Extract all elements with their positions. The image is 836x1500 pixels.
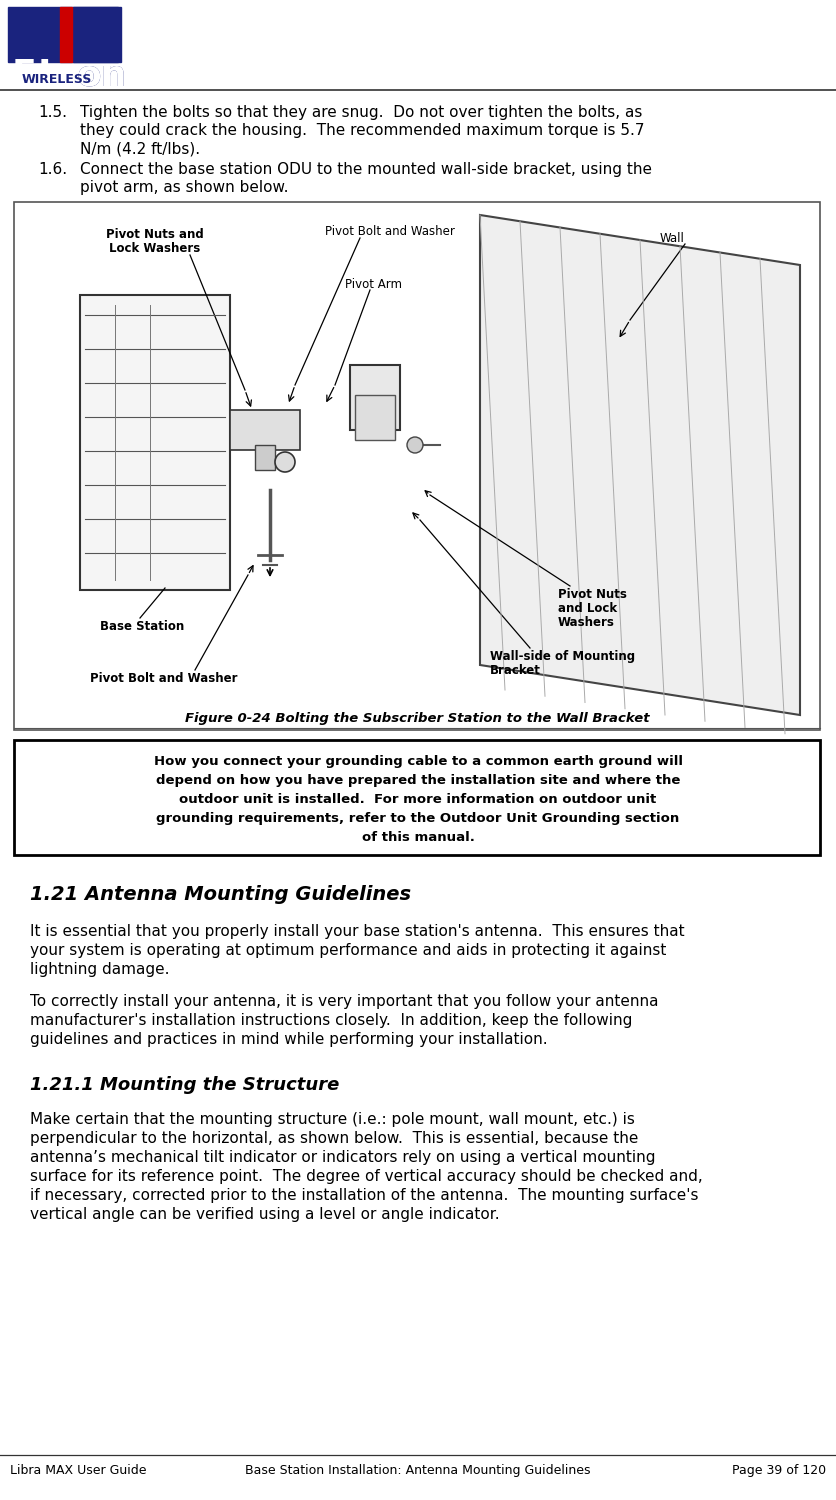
- Text: I: I: [38, 58, 52, 92]
- Text: manufacturer's installation instructions closely.  In addition, keep the followi: manufacturer's installation instructions…: [30, 1013, 632, 1028]
- Text: of this manual.: of this manual.: [361, 831, 475, 844]
- Text: lightning damage.: lightning damage.: [30, 962, 170, 976]
- Text: Wall-side of Mounting: Wall-side of Mounting: [490, 650, 635, 663]
- Bar: [14, 740, 820, 855]
- Text: Lock Washers: Lock Washers: [110, 242, 201, 255]
- Bar: [60, 8, 72, 62]
- Text: they could crack the housing.  The recommended maximum torque is 5.7: they could crack the housing. The recomm…: [80, 123, 645, 138]
- Text: Page 39 of 120: Page 39 of 120: [732, 1464, 826, 1478]
- Text: 1.6.: 1.6.: [38, 162, 67, 177]
- Text: 1.21 Antenna Mounting Guidelines: 1.21 Antenna Mounting Guidelines: [30, 885, 411, 904]
- Text: pivot arm, as shown below.: pivot arm, as shown below.: [80, 180, 288, 195]
- Bar: [8, 8, 118, 62]
- Circle shape: [275, 452, 295, 472]
- Text: 1.21.1 Mounting the Structure: 1.21.1 Mounting the Structure: [30, 1076, 339, 1094]
- Text: WIRELESS: WIRELESS: [22, 74, 92, 86]
- Bar: [80, 296, 230, 590]
- Text: grounding requirements, refer to the Outdoor Unit Grounding section: grounding requirements, refer to the Out…: [156, 812, 680, 825]
- Text: vertical angle can be verified using a level or angle indicator.: vertical angle can be verified using a l…: [30, 1208, 500, 1222]
- Text: Bracket: Bracket: [490, 664, 541, 676]
- Text: Pivot Bolt and Washer: Pivot Bolt and Washer: [90, 672, 237, 686]
- Polygon shape: [480, 214, 800, 715]
- Text: Tighten the bolts so that they are snug.  Do not over tighten the bolts, as: Tighten the bolts so that they are snug.…: [80, 105, 642, 120]
- Text: Pivot Nuts: Pivot Nuts: [558, 588, 627, 602]
- Text: guidelines and practices in mind while performing your installation.: guidelines and practices in mind while p…: [30, 1032, 548, 1047]
- Text: surface for its reference point.  The degree of vertical accuracy should be chec: surface for its reference point. The deg…: [30, 1168, 703, 1184]
- Text: N/m (4.2 ft/lbs).: N/m (4.2 ft/lbs).: [80, 141, 200, 156]
- Text: To correctly install your antenna, it is very important that you follow your ant: To correctly install your antenna, it is…: [30, 994, 659, 1010]
- Text: Pivot Nuts and: Pivot Nuts and: [106, 228, 204, 242]
- Text: E: E: [12, 58, 37, 92]
- Text: if necessary, corrected prior to the installation of the antenna.  The mounting : if necessary, corrected prior to the ins…: [30, 1188, 699, 1203]
- Text: perpendicular to the horizontal, as shown below.  This is essential, because the: perpendicular to the horizontal, as show…: [30, 1131, 639, 1146]
- Bar: [355, 394, 395, 439]
- Bar: [14, 202, 820, 730]
- Text: Figure 0-24 Bolting the Subscriber Station to the Wall Bracket: Figure 0-24 Bolting the Subscriber Stati…: [185, 712, 650, 724]
- Text: Base Station Installation: Antenna Mounting Guidelines: Base Station Installation: Antenna Mount…: [245, 1464, 591, 1478]
- Text: Pivot Arm: Pivot Arm: [345, 278, 402, 291]
- Text: Base Station: Base Station: [100, 620, 184, 633]
- Text: antenna’s mechanical tilt indicator or indicators rely on using a vertical mount: antenna’s mechanical tilt indicator or i…: [30, 1150, 655, 1166]
- Bar: [230, 410, 300, 450]
- Text: 1.5.: 1.5.: [38, 105, 67, 120]
- Bar: [255, 446, 275, 470]
- Text: Wall: Wall: [660, 232, 685, 244]
- Text: How you connect your grounding cable to a common earth ground will: How you connect your grounding cable to …: [154, 754, 682, 768]
- Bar: [350, 364, 400, 430]
- Text: It is essential that you properly install your base station's antenna.  This ens: It is essential that you properly instal…: [30, 924, 685, 939]
- Text: Libra MAX User Guide: Libra MAX User Guide: [10, 1464, 146, 1478]
- Text: Pivot Bolt and Washer: Pivot Bolt and Washer: [325, 225, 455, 238]
- Text: depend on how you have prepared the installation site and where the: depend on how you have prepared the inst…: [155, 774, 681, 788]
- Text: on: on: [76, 58, 126, 92]
- Text: Connect the base station ODU to the mounted wall-side bracket, using the: Connect the base station ODU to the moun…: [80, 162, 652, 177]
- Circle shape: [407, 436, 423, 453]
- Text: Washers: Washers: [558, 616, 614, 628]
- Bar: [73, 8, 121, 62]
- Text: Make certain that the mounting structure (i.e.: pole mount, wall mount, etc.) is: Make certain that the mounting structure…: [30, 1112, 635, 1126]
- Text: outdoor unit is installed.  For more information on outdoor unit: outdoor unit is installed. For more info…: [180, 794, 656, 806]
- Text: your system is operating at optimum performance and aids in protecting it agains: your system is operating at optimum perf…: [30, 944, 666, 958]
- Text: on: on: [76, 58, 126, 92]
- Text: and Lock: and Lock: [558, 602, 617, 615]
